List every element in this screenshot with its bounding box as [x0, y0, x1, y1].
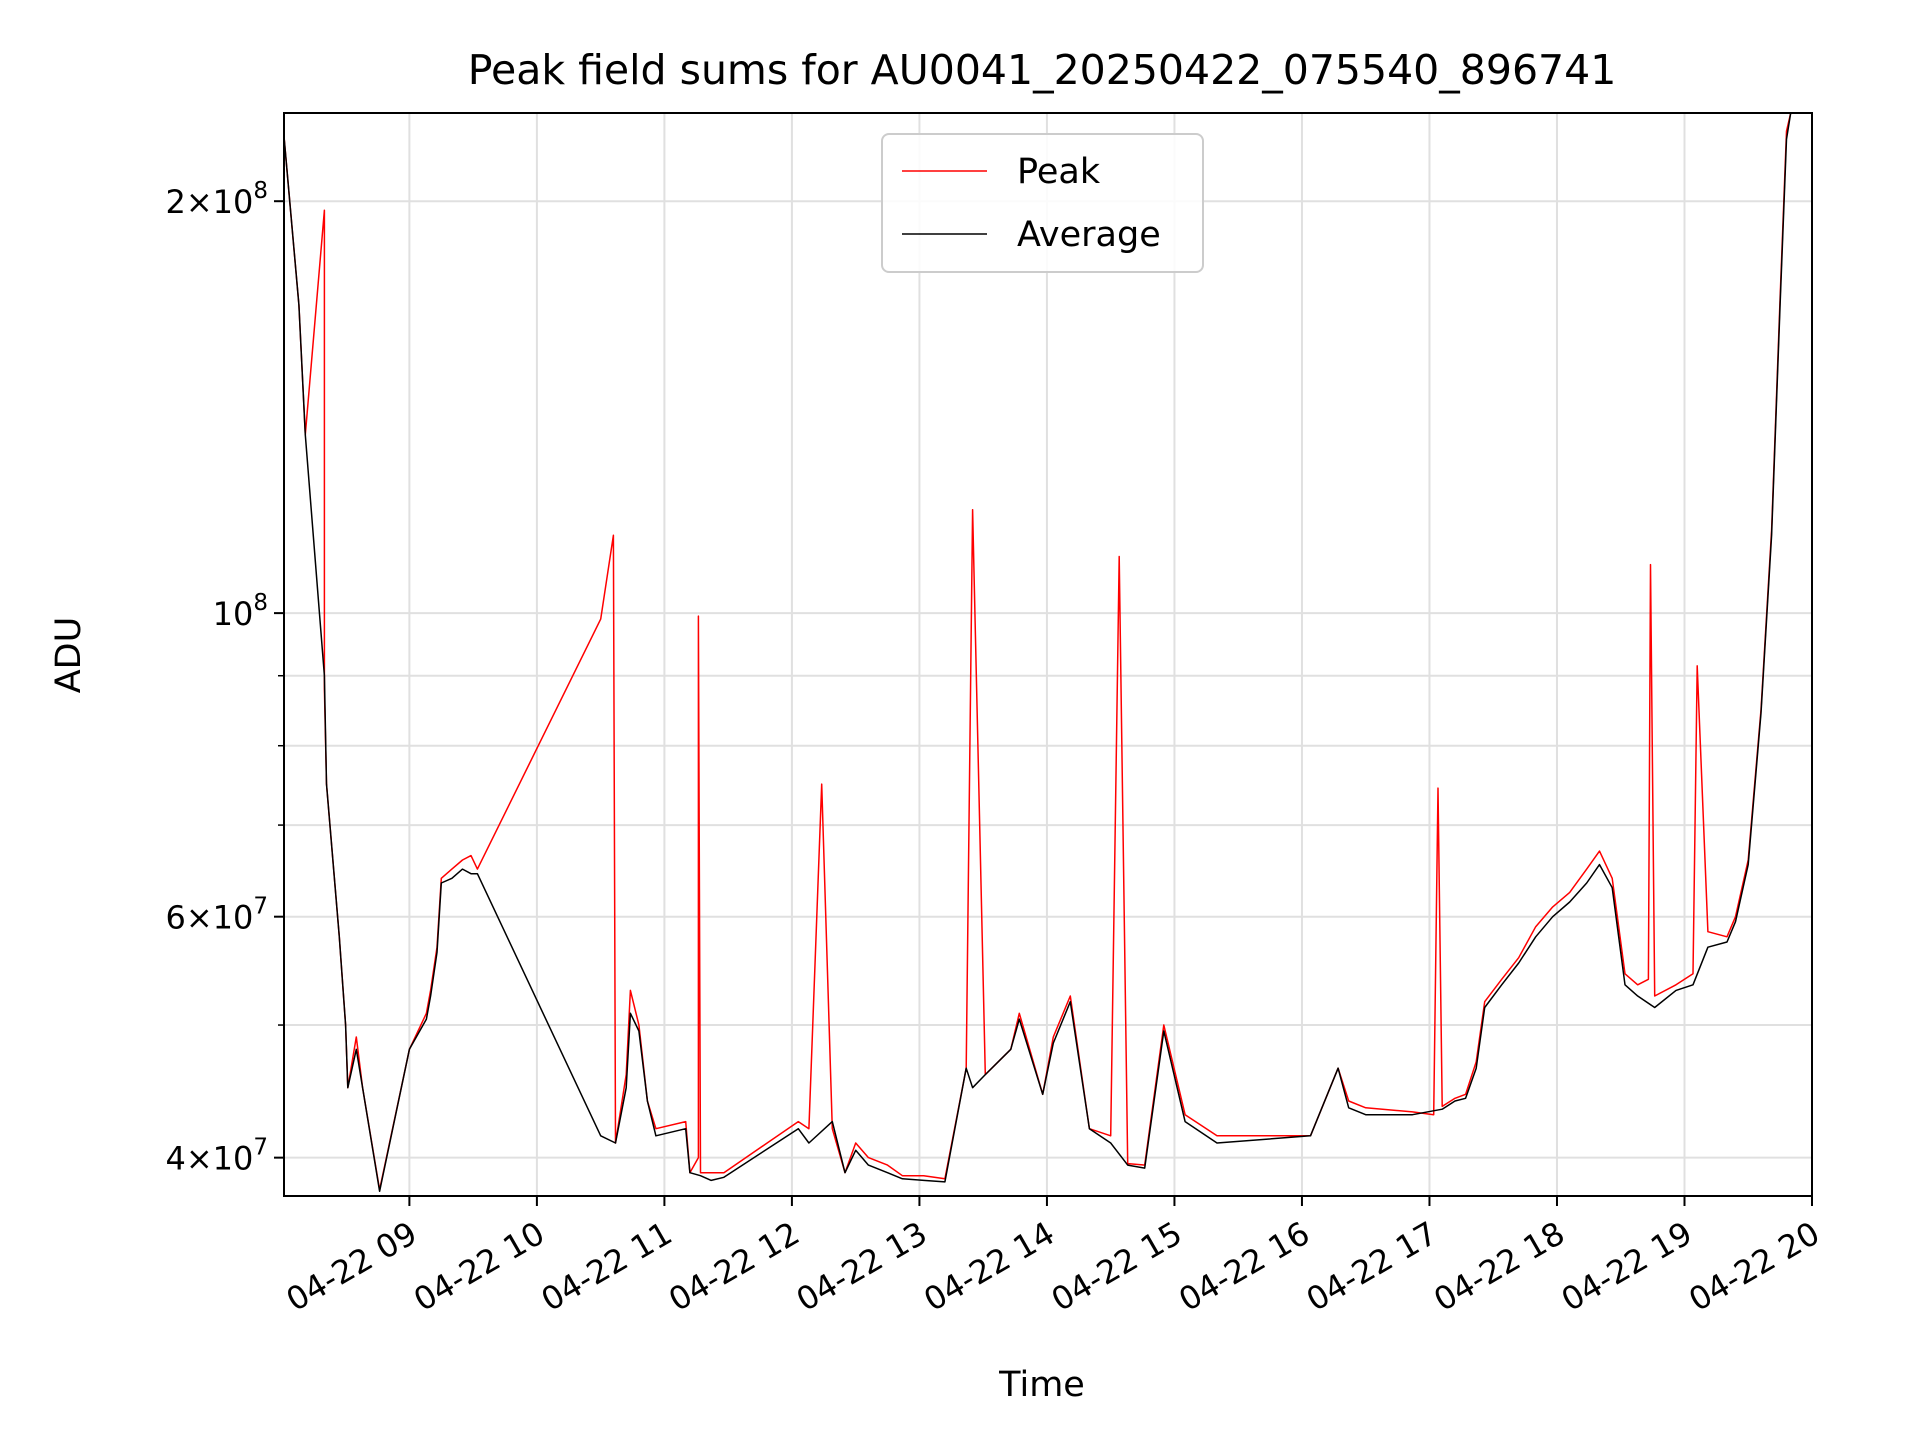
legend: Peak Average	[881, 133, 1204, 273]
y-tick-label: 6×107	[165, 894, 268, 937]
series-layer	[284, 113, 1792, 1193]
legend-peak-label: Peak	[1017, 152, 1101, 192]
legend-average-label: Average	[1017, 215, 1161, 255]
grid	[284, 113, 1813, 1196]
y-tick-label: 4×107	[165, 1135, 268, 1178]
y-tick-label: 108	[213, 590, 268, 633]
legend-box	[881, 133, 1204, 273]
y-tick-label: 2×108	[165, 178, 268, 221]
chart-title: Peak field sums for AU0041_20250422_0755…	[468, 46, 1617, 94]
y-axis-label: ADU	[49, 617, 89, 694]
series-line-average	[284, 113, 1792, 1193]
plot-frame	[283, 112, 1813, 1197]
x-axis-label: Time	[998, 1365, 1085, 1405]
